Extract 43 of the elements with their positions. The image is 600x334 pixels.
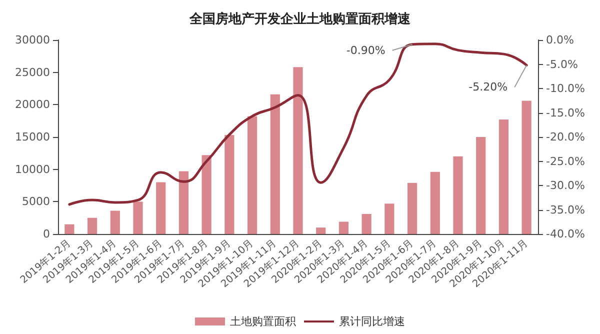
y-tick-label: 15000 [15,130,50,144]
bar [178,171,189,234]
data-label: -0.90% [346,44,386,57]
line-series [68,42,528,206]
data-label: -5.20% [468,80,508,94]
legend-label: 累计同比增速 [339,315,405,328]
y2-tick-label: -25.0% [546,154,585,168]
y2-tick-label: -15.0% [546,106,585,120]
bar [453,156,463,234]
y2-tick-label: -20.0% [546,130,585,144]
y-tick-label: 20000 [15,98,50,112]
bar [224,135,234,234]
bar [522,100,532,234]
bar [316,228,326,234]
bar [476,137,486,234]
bar [87,218,98,234]
y-tick-label: 25000 [15,66,50,79]
bar [407,182,418,234]
y2-tick-label: -40.0% [546,228,585,240]
bar [338,222,349,234]
bar [430,172,440,234]
y2-tick-label: 0.0% [546,34,574,46]
legend-label: 土地购置面积 [230,315,296,328]
y-tick-label: 0 [43,228,50,240]
y-tick-label: 5000 [22,195,50,208]
bar [202,155,212,234]
bar [247,116,258,234]
bar [156,182,166,234]
bar [498,120,509,234]
bar [270,94,280,234]
bar [110,210,120,234]
y2-tick-label: -35.0% [546,203,585,216]
chart-title: 全国房地产开发企业土地购置面积增速 [188,11,412,27]
bar [133,202,143,234]
y2-tick-label: -30.0% [546,179,585,192]
bar [384,204,394,234]
bar [293,67,303,234]
y-tick-label: 30000 [15,34,50,46]
y2-tick-label: -10.0% [546,82,585,95]
bar [64,224,74,234]
y-tick-label: 10000 [15,162,50,176]
y2-tick-label: -5.0% [546,58,578,71]
bar [362,214,372,234]
